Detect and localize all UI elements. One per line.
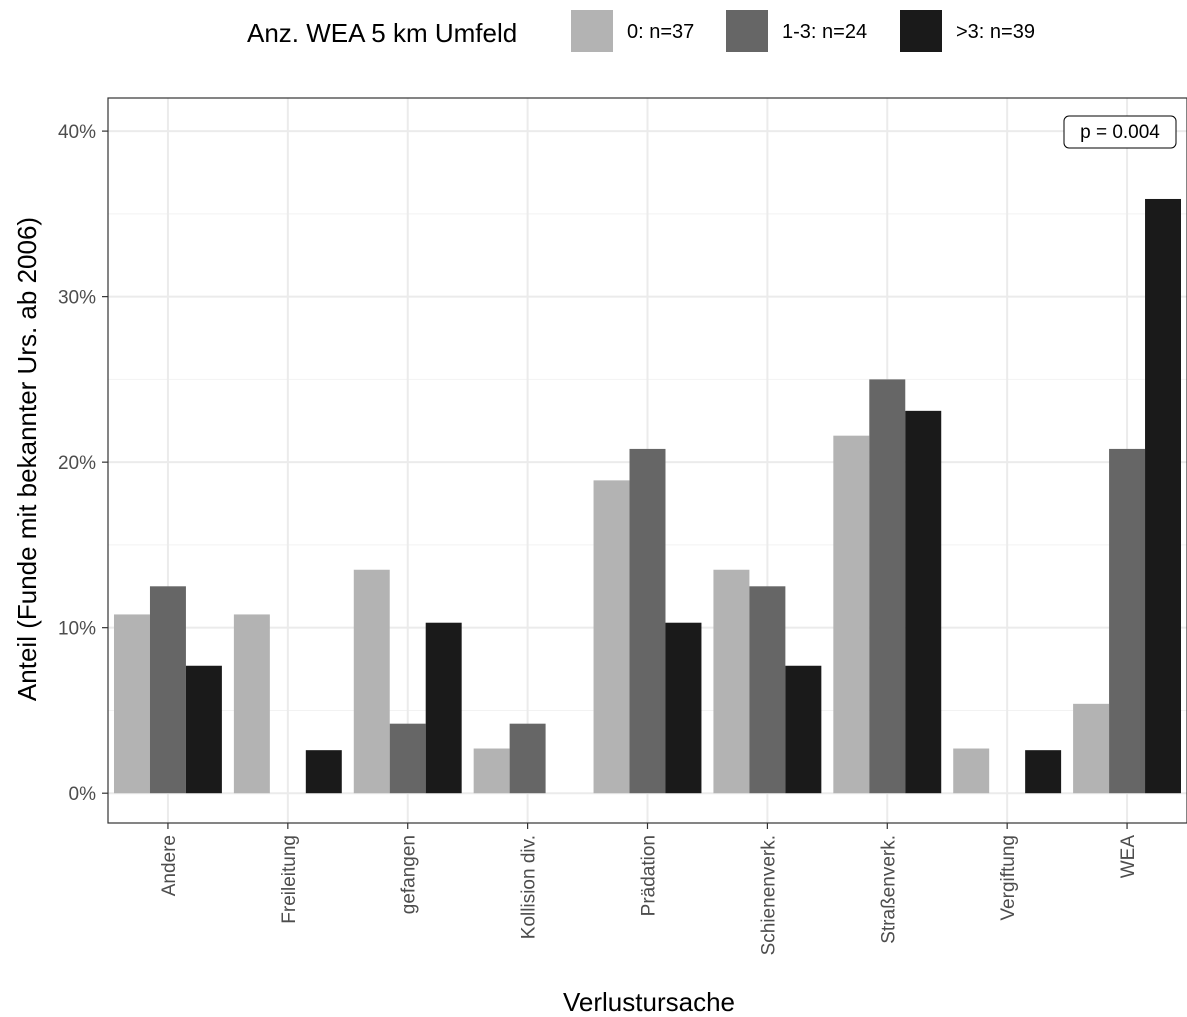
bar (785, 665, 822, 794)
bar (509, 723, 546, 794)
bar (233, 614, 270, 794)
y-tick-label: 40% (58, 122, 96, 143)
bar (905, 410, 942, 794)
legend-key (571, 10, 613, 52)
bar (1073, 703, 1110, 794)
x-tick-label: gefangen (399, 835, 420, 914)
bar (149, 586, 186, 794)
bar (953, 748, 990, 794)
x-tick-label: WEA (1118, 835, 1139, 879)
bar (425, 622, 462, 794)
bar (353, 569, 390, 794)
bar (1109, 448, 1146, 794)
y-axis-title: Anteil (Funde mit bekannter Urs. ab 2006… (12, 217, 42, 701)
y-tick-label: 0% (69, 784, 97, 805)
bar (713, 569, 750, 794)
x-tick-label: Prädation (639, 835, 660, 916)
bar (389, 723, 426, 794)
legend-title: Anz. WEA 5 km Umfeld (247, 18, 517, 48)
y-tick-label: 20% (58, 453, 96, 474)
bar (473, 748, 510, 794)
x-tick-label: Andere (159, 835, 180, 896)
bar (305, 750, 342, 794)
legend-key (900, 10, 942, 52)
x-tick-label: Freileitung (279, 835, 300, 924)
bar (869, 379, 906, 794)
bar (113, 614, 150, 794)
bar (1025, 750, 1062, 794)
p-value-box (1063, 115, 1177, 149)
legend-label: 1-3: n=24 (782, 21, 867, 43)
p-value-annotation: p = 0.004 (1080, 122, 1160, 143)
x-tick-label: Straßenverk. (878, 835, 899, 944)
y-tick-label: 10% (58, 619, 96, 640)
bar (665, 622, 702, 794)
bar (833, 435, 870, 794)
x-tick-label: Vergiftung (998, 835, 1019, 921)
bar (1145, 198, 1182, 794)
bar (629, 448, 666, 794)
x-tick-label: Schienenverk. (758, 835, 779, 955)
legend-key (726, 10, 768, 52)
legend: Anz. WEA 5 km Umfeld 0: n=37 1-3: n=24 >3:… (247, 10, 1035, 52)
x-axis-title: Verlustursache (563, 987, 735, 1017)
bar (593, 480, 630, 794)
x-tick-label: Kollision div. (519, 835, 540, 939)
legend-label: >3: n=39 (956, 21, 1035, 43)
bar (749, 586, 786, 794)
y-tick-label: 30% (58, 288, 96, 309)
legend-label: 0: n=37 (627, 21, 694, 43)
bar (185, 665, 222, 794)
plot-panel (107, 97, 1187, 824)
